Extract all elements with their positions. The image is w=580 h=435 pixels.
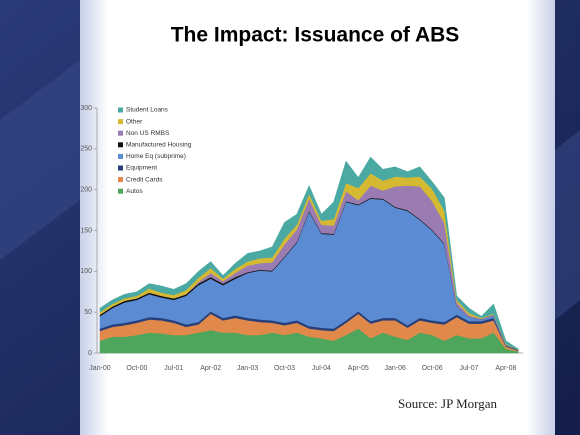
legend-label: Manufactured Housing [126, 142, 192, 149]
y-tick-label: 150 [80, 227, 92, 234]
area [99, 156, 519, 351]
x-tick-label: Oct-06 [422, 365, 443, 372]
legend-label: Other [126, 118, 143, 125]
decoration [0, 60, 80, 260]
legend-swatch [118, 142, 123, 148]
x-tick-label: Apr-02 [200, 365, 221, 372]
x-tick-label: Apr-08 [495, 365, 516, 372]
y-tick-label: 0 [88, 350, 92, 357]
legend-label: Credit Cards [126, 176, 163, 183]
y-tick-label: 50 [84, 309, 92, 316]
y-tick-label: 250 [80, 146, 92, 153]
x-tick-label: Jul-04 [312, 365, 331, 372]
y-tick-label: 100 [80, 268, 92, 275]
x-tick-label: Oct-00 [126, 365, 147, 372]
legend-label: Autos [126, 188, 143, 195]
legend-label: Student Loans [126, 107, 169, 114]
x-tick-label: Oct-03 [274, 365, 295, 372]
x-tick-label: Jul-01 [164, 365, 183, 372]
legend-swatch [118, 177, 123, 183]
legend-label: Non US RMBS [126, 130, 170, 137]
x-tick-label: Jan-06 [384, 365, 406, 372]
x-tick-label: Jul-07 [459, 365, 478, 372]
legend-swatch [118, 130, 123, 136]
x-tick-label: Apr-05 [348, 365, 369, 372]
legend-label: Equipment [126, 165, 157, 172]
y-tick-label: 200 [80, 187, 92, 194]
legend-swatch [118, 165, 123, 171]
source: Source: JP Morgan [398, 396, 497, 411]
title: The Impact: Issuance of ABS [171, 24, 460, 47]
legend-label: Home Eq (subprime) [126, 153, 186, 160]
x-tick-label: Jan-03 [237, 365, 259, 372]
decoration [555, 130, 580, 320]
legend-swatch [118, 119, 123, 125]
legend-swatch [118, 188, 123, 194]
legend-swatch [118, 107, 123, 113]
y-tick-label: 300 [80, 105, 92, 112]
legend-swatch [118, 153, 123, 159]
x-tick-label: Jan-00 [89, 365, 111, 372]
chart: 0 50 100 150 200 250 300 Jan-00 Oct-00 Jul-01 Apr-… [80, 105, 524, 372]
